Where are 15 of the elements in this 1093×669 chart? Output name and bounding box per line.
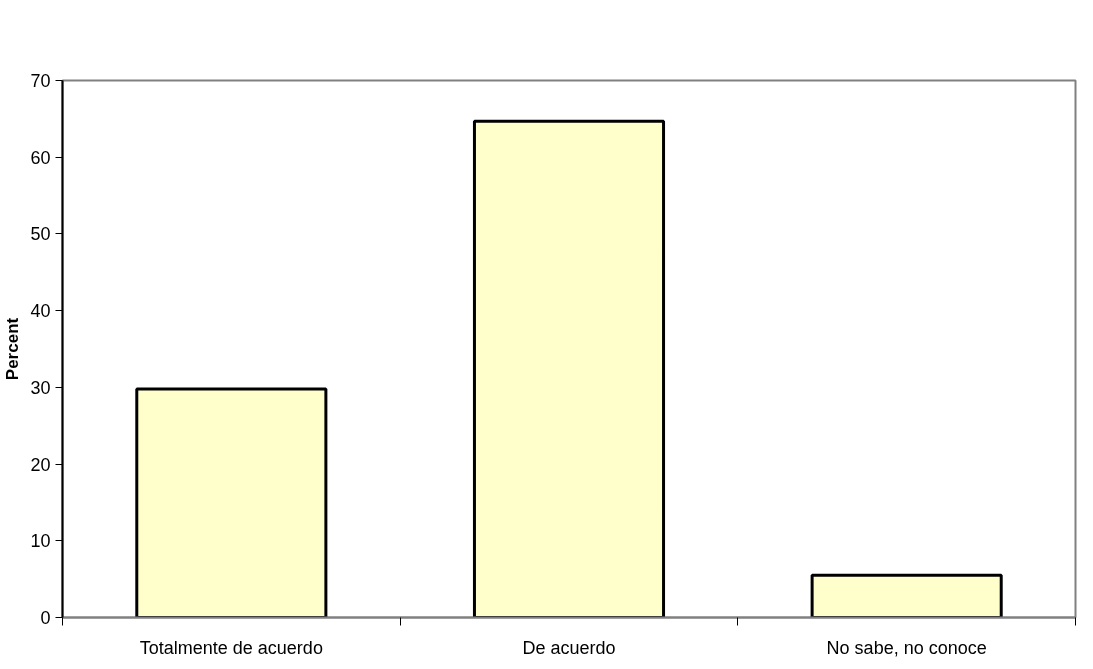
y-tick-label: 50	[30, 224, 51, 245]
x-tick-label: De acuerdo	[522, 637, 616, 658]
y-tick-label: 10	[30, 531, 51, 552]
y-axis-title: Percent	[3, 317, 23, 381]
y-tick-label: 40	[30, 301, 51, 322]
y-tick-label: 60	[30, 147, 51, 168]
x-tick-label: No sabe, no conoce	[826, 637, 987, 658]
x-tick-label: Totalmente de acuerdo	[139, 637, 323, 658]
y-tick-label: 70	[30, 71, 51, 91]
bar	[135, 387, 328, 618]
y-tick-label: 30	[30, 377, 51, 398]
bar	[472, 119, 666, 618]
bar	[810, 573, 1003, 618]
y-tick-label: 0	[40, 608, 51, 628]
y-tick-label: 20	[30, 454, 51, 475]
